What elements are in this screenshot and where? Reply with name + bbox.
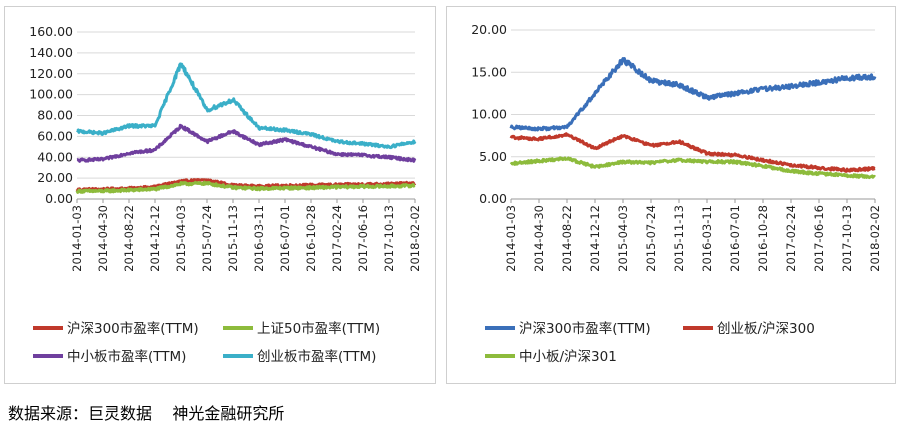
y-tick-label: 10.00 [471,107,507,122]
x-tick-label: 2015-07-24 [644,205,658,272]
y-tick-label: 80.00 [37,108,73,123]
legend-label: 创业板市盈率(TTM) [257,348,376,365]
x-tick-label: 2016-07-01 [728,205,742,272]
x-tick-label: 2015-04-03 [616,205,630,272]
x-tick-label: 2018-02-02 [868,205,882,272]
legend-label: 中小板/沪深301 [519,349,617,365]
y-tick-label: 15.00 [471,64,507,79]
x-tick-label: 2016-03-11 [700,205,714,272]
y-tick-label: 0.00 [45,191,73,206]
x-tick-label: 2016-10-28 [756,205,770,272]
y-tick-label: 20.00 [37,170,73,185]
x-tick-label: 2015-11-13 [672,205,686,272]
series-line [75,180,416,194]
legend-label: 上证50市盈率(TTM) [257,320,380,337]
chart-right: 0.00 5.00 10.00 15.00 20.00 2014-01-03 2014-04… [471,22,882,365]
y-tick-label: 160.00 [29,24,73,39]
y-tick-label: 5.00 [479,149,507,164]
x-tick-label: 2015-04-03 [174,205,188,272]
chart-left: 0.00 20.00 40.00 60.00 80.00 100.00 120.00 140.… [29,24,422,365]
x-tick-label: 2017-06-16 [356,205,370,272]
x-tick-label: 2014-04-30 [96,205,110,272]
series-line [75,178,417,193]
y-tick-label: 140.00 [29,45,73,60]
x-tick-label: 2015-11-13 [226,205,240,272]
x-tick-label: 2016-03-11 [252,205,266,272]
y-tick-label: 20.00 [471,22,507,37]
source-note: 数据来源：巨灵数据 神光金融研究所 [8,404,285,423]
x-tick-label: 2016-10-28 [304,205,318,272]
legend-label: 创业板/沪深300 [717,321,815,337]
x-tick-label: 2017-10-13 [840,205,854,272]
x-tick-label: 2014-04-30 [532,205,546,272]
x-tick-label: 2014-01-03 [70,205,84,272]
x-tick-label: 2017-02-24 [784,205,798,272]
x-tick-label: 2017-02-24 [330,205,344,272]
x-tick-label: 2014-01-03 [504,205,518,272]
x-tick-label: 2017-10-13 [382,205,396,272]
x-tick-label: 2017-06-16 [812,205,826,272]
y-tick-label: 40.00 [37,149,73,164]
y-tick-label: 120.00 [29,66,73,81]
y-tick-label: 0.00 [479,191,507,206]
y-tick-label: 60.00 [37,128,73,143]
series-line [509,132,876,173]
series-line [76,62,417,150]
legend-label: 沪深300市盈率(TTM) [519,320,651,337]
chart-panel-left: 0.00 20.00 40.00 60.00 80.00 100.00 120.00 140.… [4,6,436,384]
x-tick-label: 2014-08-22 [122,205,136,272]
x-tick-label: 2014-12-12 [148,205,162,272]
x-tick-label: 2016-07-01 [278,205,292,272]
x-tick-label: 2018-02-02 [408,205,422,272]
series-line [76,123,417,163]
chart-panel-right: 0.00 5.00 10.00 15.00 20.00 2014-01-03 2014-04… [446,6,896,384]
y-tick-label: 100.00 [29,87,73,102]
x-tick-label: 2015-07-24 [200,205,214,272]
series-line [509,156,876,180]
legend-label: 中小板市盈率(TTM) [67,348,186,365]
x-tick-label: 2014-08-22 [560,205,574,272]
legend-label: 沪深300市盈率(TTM) [67,320,199,337]
series-line [509,57,877,132]
x-tick-label: 2014-12-12 [588,205,602,272]
